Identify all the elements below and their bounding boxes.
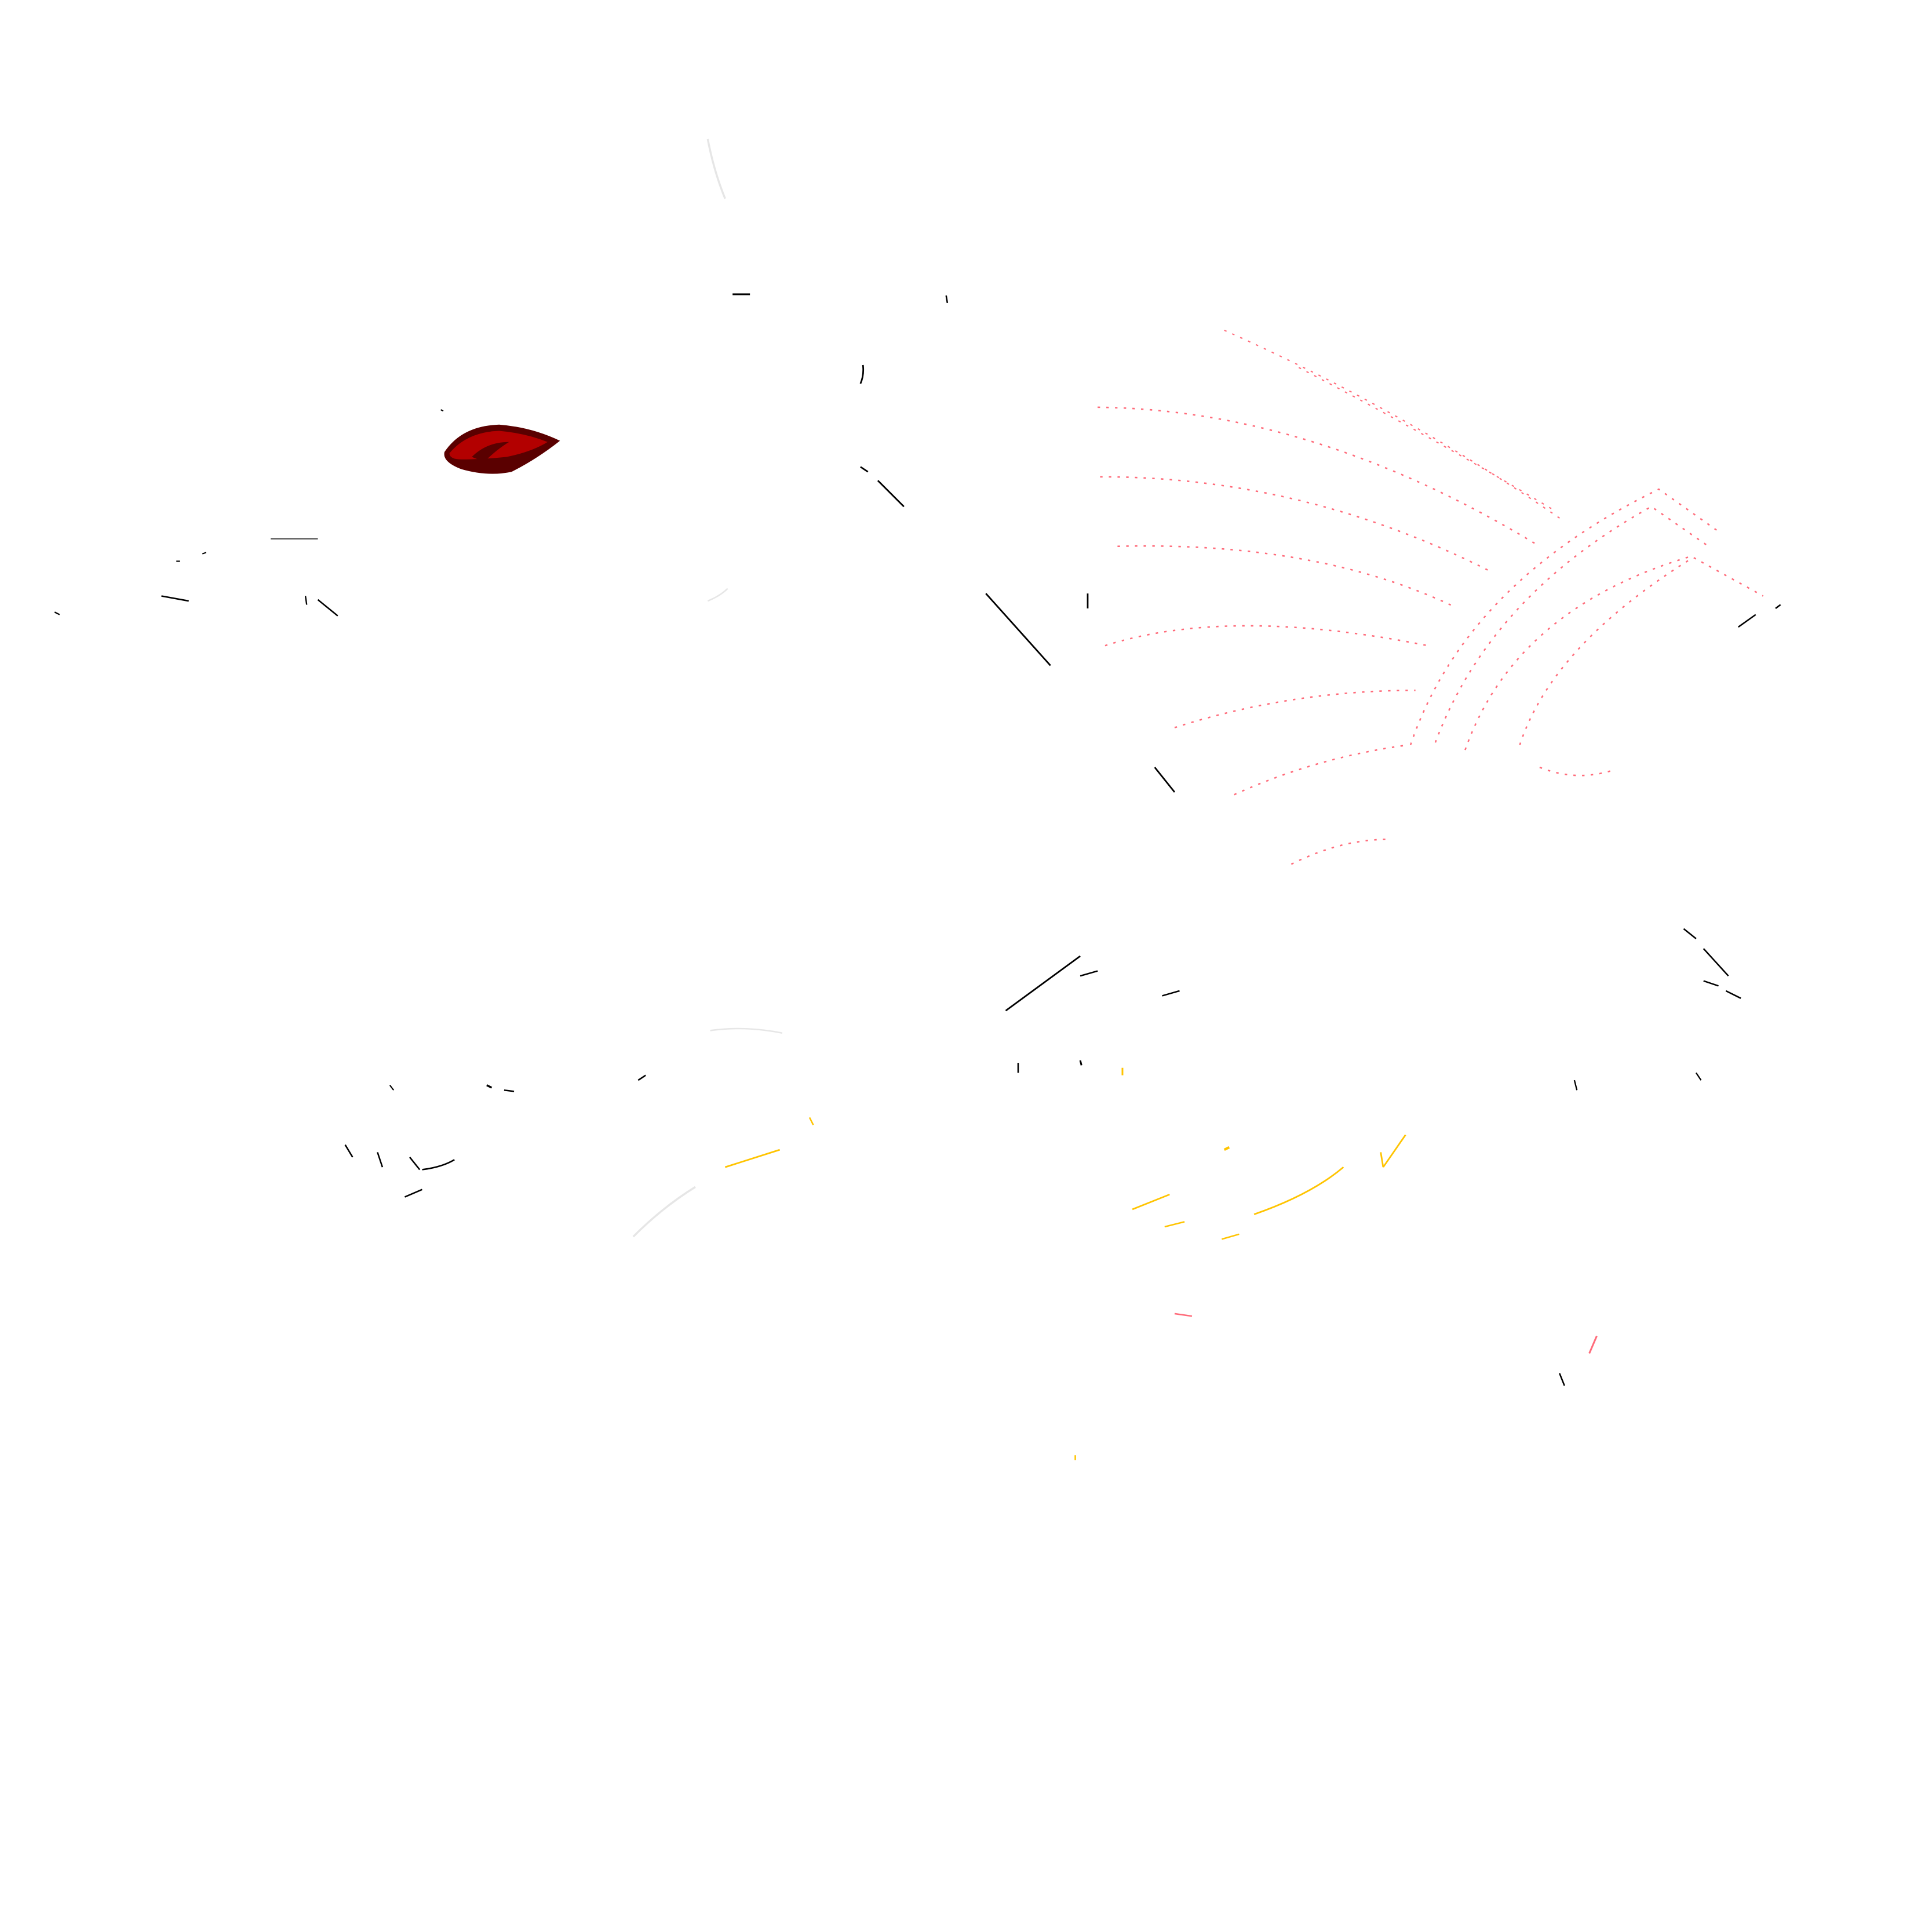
- wing-rib: [1098, 406, 1540, 547]
- wing: [1098, 329, 1764, 865]
- head-line: [985, 593, 1051, 666]
- wing-arm: [1434, 505, 1709, 743]
- wing-rib: [1174, 690, 1416, 728]
- wing-claw-lines: [1005, 604, 1781, 1386]
- wing-line: [1573, 1080, 1578, 1091]
- snout-line: [202, 552, 207, 555]
- wing-arm: [1539, 766, 1614, 777]
- red-accent-line: [1174, 1313, 1193, 1317]
- body-line: [1079, 1060, 1082, 1066]
- claw-line: [504, 1089, 515, 1092]
- accent-line: [1382, 1134, 1406, 1168]
- faint-line: [707, 588, 728, 602]
- snout-line: [317, 599, 338, 617]
- wing-rib: [1117, 545, 1453, 607]
- accent-line: [1222, 1233, 1240, 1240]
- accent-line: [724, 1149, 781, 1168]
- snout-line: [440, 409, 444, 412]
- wing-rib: [1100, 476, 1490, 572]
- accent-line: [1223, 1146, 1230, 1151]
- body-line: [1005, 955, 1081, 1012]
- wing-line: [1683, 928, 1697, 939]
- wing-line: [1737, 614, 1756, 628]
- claw-line: [377, 1151, 384, 1168]
- wing-line: [1725, 990, 1741, 999]
- wing-rib: [1104, 625, 1428, 647]
- wing-arm: [1464, 555, 1764, 750]
- claw-lines: [344, 1074, 646, 1198]
- claw-line: [389, 1085, 395, 1091]
- wing-rib: [1224, 329, 1565, 522]
- head-lines: [54, 293, 1176, 793]
- wing-rib: [1234, 744, 1408, 796]
- claw-line: [409, 1157, 421, 1171]
- wing-rib: [1298, 367, 1552, 510]
- snout-line: [304, 596, 308, 605]
- claw-line: [404, 1189, 423, 1198]
- wing-line: [1703, 980, 1719, 987]
- faint-line: [632, 1186, 696, 1238]
- head-line: [859, 364, 865, 384]
- snout-line: [161, 595, 189, 602]
- accent-line: [1380, 1152, 1384, 1168]
- head-line: [877, 480, 905, 508]
- body-line: [1080, 970, 1098, 977]
- body-line: [1162, 990, 1180, 997]
- head-line: [860, 466, 869, 473]
- accent-line: [808, 1117, 814, 1125]
- snout-line: [54, 611, 60, 615]
- head-line: [1154, 767, 1176, 793]
- claw-line: [422, 1159, 455, 1171]
- wing-arm: [1409, 488, 1719, 746]
- wing-arm: [1519, 558, 1692, 746]
- head-line: [945, 295, 949, 304]
- accent-line: [1132, 1193, 1170, 1211]
- tail-accents: [724, 1067, 1406, 1460]
- body-line: [1559, 1373, 1565, 1386]
- wing-line: [1775, 604, 1781, 609]
- eye-highlight: [472, 442, 509, 462]
- wing-line: [1695, 1072, 1702, 1081]
- wing-line: [1703, 948, 1729, 977]
- wing-rib: [1291, 839, 1388, 865]
- faint-lines: [632, 588, 783, 1238]
- accent-line: [1253, 1167, 1344, 1215]
- claw-line: [344, 1144, 353, 1158]
- red-accent-line: [1588, 1335, 1598, 1354]
- eye: [444, 424, 560, 474]
- faint-line: [710, 1027, 783, 1034]
- horn-stroke: [706, 138, 726, 199]
- accent-line: [1164, 1221, 1185, 1228]
- claw-line: [637, 1074, 646, 1081]
- claw-line: [486, 1084, 493, 1089]
